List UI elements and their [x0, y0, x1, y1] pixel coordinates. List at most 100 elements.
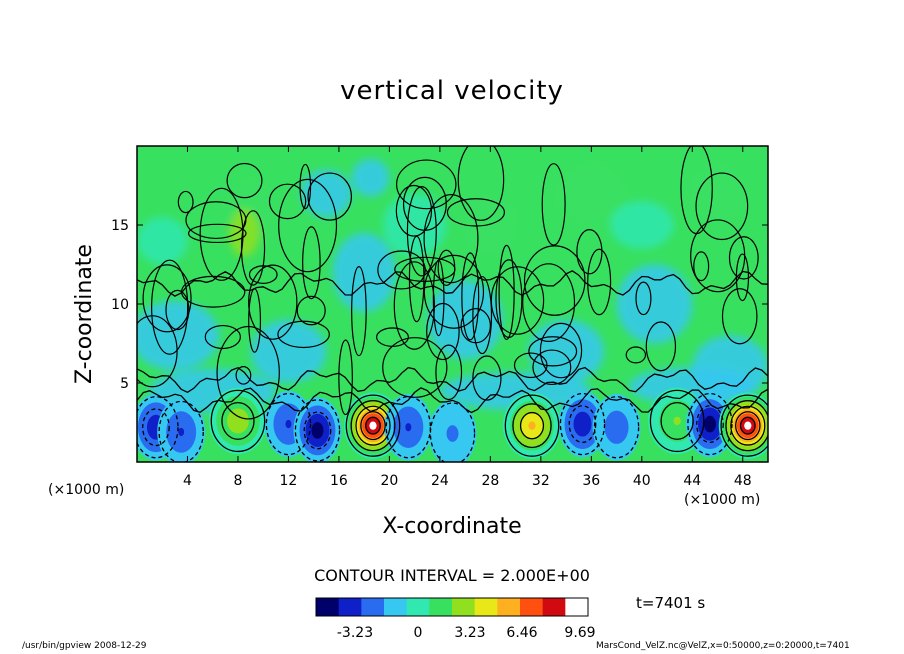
contour-ring: [142, 408, 170, 447]
contour-ring: [504, 394, 560, 457]
colorbar: -3.23 0 3.23 6.46 9.69: [315, 597, 596, 641]
contour-eddy: [472, 355, 502, 401]
contour-line: [137, 270, 768, 297]
y-axis-label: Z-coordinate: [72, 244, 97, 384]
x-tick-label: 48: [734, 473, 752, 489]
contour-eddy: [393, 261, 435, 350]
time-label: t=7401 s: [636, 594, 706, 612]
contour-eddy: [338, 339, 353, 416]
contour-eddy: [382, 337, 448, 398]
chart-title: vertical velocity: [340, 76, 564, 106]
contour-ring: [137, 396, 179, 459]
x-tick-label: 40: [633, 473, 651, 489]
contour-eddy: [248, 264, 298, 340]
colorbar-segment: [316, 598, 340, 616]
contour-eddy: [625, 346, 647, 364]
x-tick-label: 44: [683, 473, 701, 489]
x-tick-label: 36: [582, 473, 600, 489]
contour-eddy: [490, 266, 545, 335]
contour-ring: [593, 396, 640, 459]
footer-program: /usr/bin/gpview 2008-12-29: [22, 641, 147, 651]
x-axis-label: X-coordinate: [382, 514, 522, 539]
contour-eddy: [395, 184, 433, 237]
contour-lines: [137, 146, 768, 462]
contour-eddy: [635, 281, 652, 316]
contour-eddy: [461, 252, 480, 341]
footer-source: MarsCond_VelZ.nc@VelZ,x=0:50000,z=0:2000…: [596, 641, 850, 651]
contour-eddy: [226, 162, 263, 199]
colorbar-segment: [406, 598, 430, 616]
contour-eddy: [278, 178, 338, 273]
colorbar-frame: [315, 597, 589, 617]
contour-eddy: [690, 219, 746, 293]
contour-eddy: [446, 198, 505, 227]
contour-eddy: [277, 320, 330, 349]
contour-eddy: [188, 223, 247, 244]
x-tick-label: 32: [532, 473, 550, 489]
contour-ring: [158, 400, 204, 462]
contour-eddy: [532, 349, 572, 386]
colorbar-segment: [384, 598, 408, 616]
contour-ring: [735, 411, 761, 441]
contour-eddy: [204, 324, 241, 350]
contour-eddy: [408, 235, 425, 323]
contour-ring: [519, 411, 545, 440]
contour-eddy: [541, 163, 566, 246]
contour-eddy: [235, 365, 252, 385]
y-tick-label: 10: [111, 297, 129, 313]
contour-eddy: [435, 344, 463, 401]
contour-ring: [739, 416, 756, 435]
contour-eddy: [523, 245, 586, 316]
anomaly-1: [157, 398, 206, 462]
colorbar-segment: [429, 598, 453, 616]
contour-ring: [512, 403, 552, 449]
colorbar-segment: [338, 598, 362, 616]
anomaly-4: [293, 397, 342, 462]
contour-eddy: [377, 250, 426, 290]
contour-ring: [696, 405, 724, 444]
y-tick-label: 15: [111, 218, 129, 234]
contour-ring: [725, 400, 768, 452]
anomaly-7: [428, 400, 477, 462]
contour-ring: [687, 392, 733, 456]
x-tick-label: 16: [330, 473, 348, 489]
contour-eddy: [576, 229, 603, 275]
colorbar-segment: [542, 598, 566, 616]
contour-eddy: [693, 251, 710, 282]
x-tick-label: 28: [481, 473, 499, 489]
contour-eddy: [472, 276, 493, 355]
colorbar-tick-label: 0: [414, 625, 423, 641]
contour-eddy: [695, 172, 749, 241]
contour-eddy: [457, 146, 505, 221]
contour-ring: [345, 394, 401, 457]
colorbar-tick-label: 3.23: [454, 625, 485, 641]
contour-eddy: [302, 226, 321, 300]
colorbar-tick-label: -3.23: [337, 625, 373, 641]
contour-ring: [221, 401, 255, 440]
contour-eddy: [587, 248, 612, 316]
contour-eddy: [351, 266, 367, 357]
contour-line: [137, 387, 768, 414]
contour-eddy: [645, 321, 677, 372]
contour-interval-label: CONTOUR INTERVAL = 2.000E+00: [314, 566, 590, 585]
y-axis: 5 10 15: [111, 218, 768, 392]
contour-ring: [210, 389, 266, 453]
x-tick-label: 4: [183, 473, 192, 489]
x-tick-label: 8: [233, 473, 242, 489]
colorbar-segment: [565, 598, 589, 616]
contour-ring: [294, 399, 341, 462]
contour-ring: [385, 396, 432, 459]
contour-eddy: [296, 295, 326, 326]
y-tick-label: 5: [120, 376, 129, 392]
contour-eddy: [199, 187, 244, 281]
colorbar-segment: [497, 598, 521, 616]
contour-ring: [649, 389, 705, 453]
contour-line: [137, 366, 768, 394]
x-tick-label: 12: [280, 473, 298, 489]
contour-eddy: [522, 263, 576, 343]
contour-ring: [303, 411, 332, 450]
contour-eddy: [539, 322, 583, 379]
contour-ring: [265, 392, 312, 456]
contour-ring: [720, 394, 768, 457]
contour-eddy: [177, 190, 194, 214]
